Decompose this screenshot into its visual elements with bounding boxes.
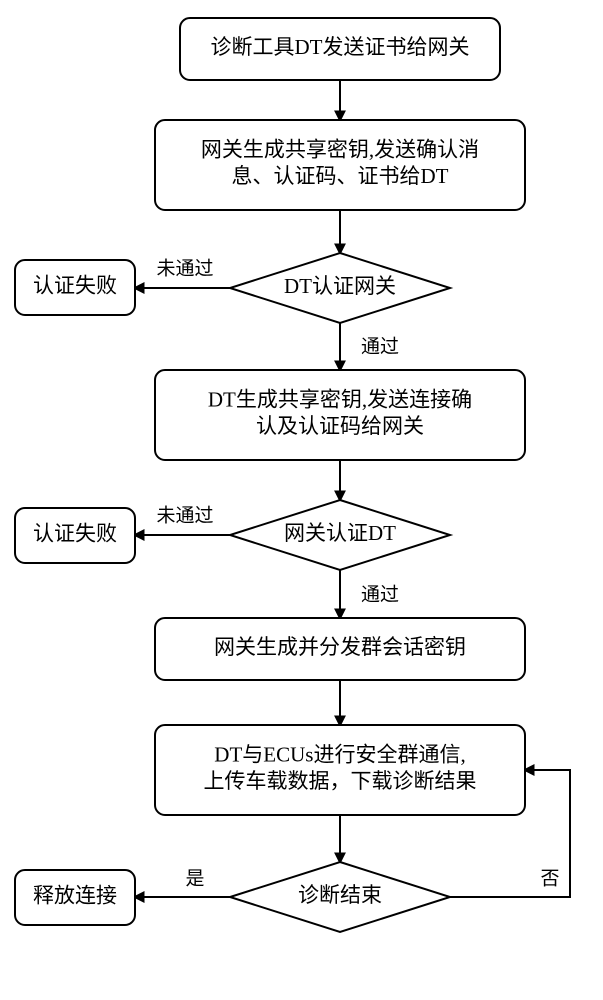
node-label: 网关认证DT: [284, 521, 396, 545]
node-label: 息、认证码、证书给DT: [232, 164, 449, 188]
edge-label: 未通过: [156, 504, 213, 526]
edge-label: 通过: [361, 335, 399, 357]
node-label: 认及认证码给网关: [256, 414, 424, 438]
edge-label: 未通过: [156, 257, 213, 279]
node-label: 认证失败: [33, 521, 117, 545]
node-label: DT生成共享密钥,发送连接确: [208, 388, 472, 412]
node-label: 诊断工具DT发送证书给网关: [211, 35, 470, 59]
node-label: 网关生成并分发群会话密钥: [214, 635, 466, 659]
node-label: 上传车载数据，下载诊断结果: [204, 769, 477, 793]
flowchart-svg: 未通过通过未通过通过是否诊断工具DT发送证书给网关网关生成共享密钥,发送确认消息…: [0, 0, 603, 1000]
edge-label: 是: [185, 868, 204, 889]
node-label: DT认证网关: [284, 274, 396, 298]
node-label: 认证失败: [33, 273, 117, 297]
node-label: DT与ECUs进行安全群通信,: [214, 743, 465, 767]
edge-label: 否: [540, 868, 559, 889]
node-label: 网关生成共享密钥,发送确认消: [201, 138, 479, 162]
node-label: 诊断结束: [298, 883, 382, 907]
node-label: 释放连接: [33, 883, 117, 907]
edge-label: 通过: [361, 583, 399, 605]
